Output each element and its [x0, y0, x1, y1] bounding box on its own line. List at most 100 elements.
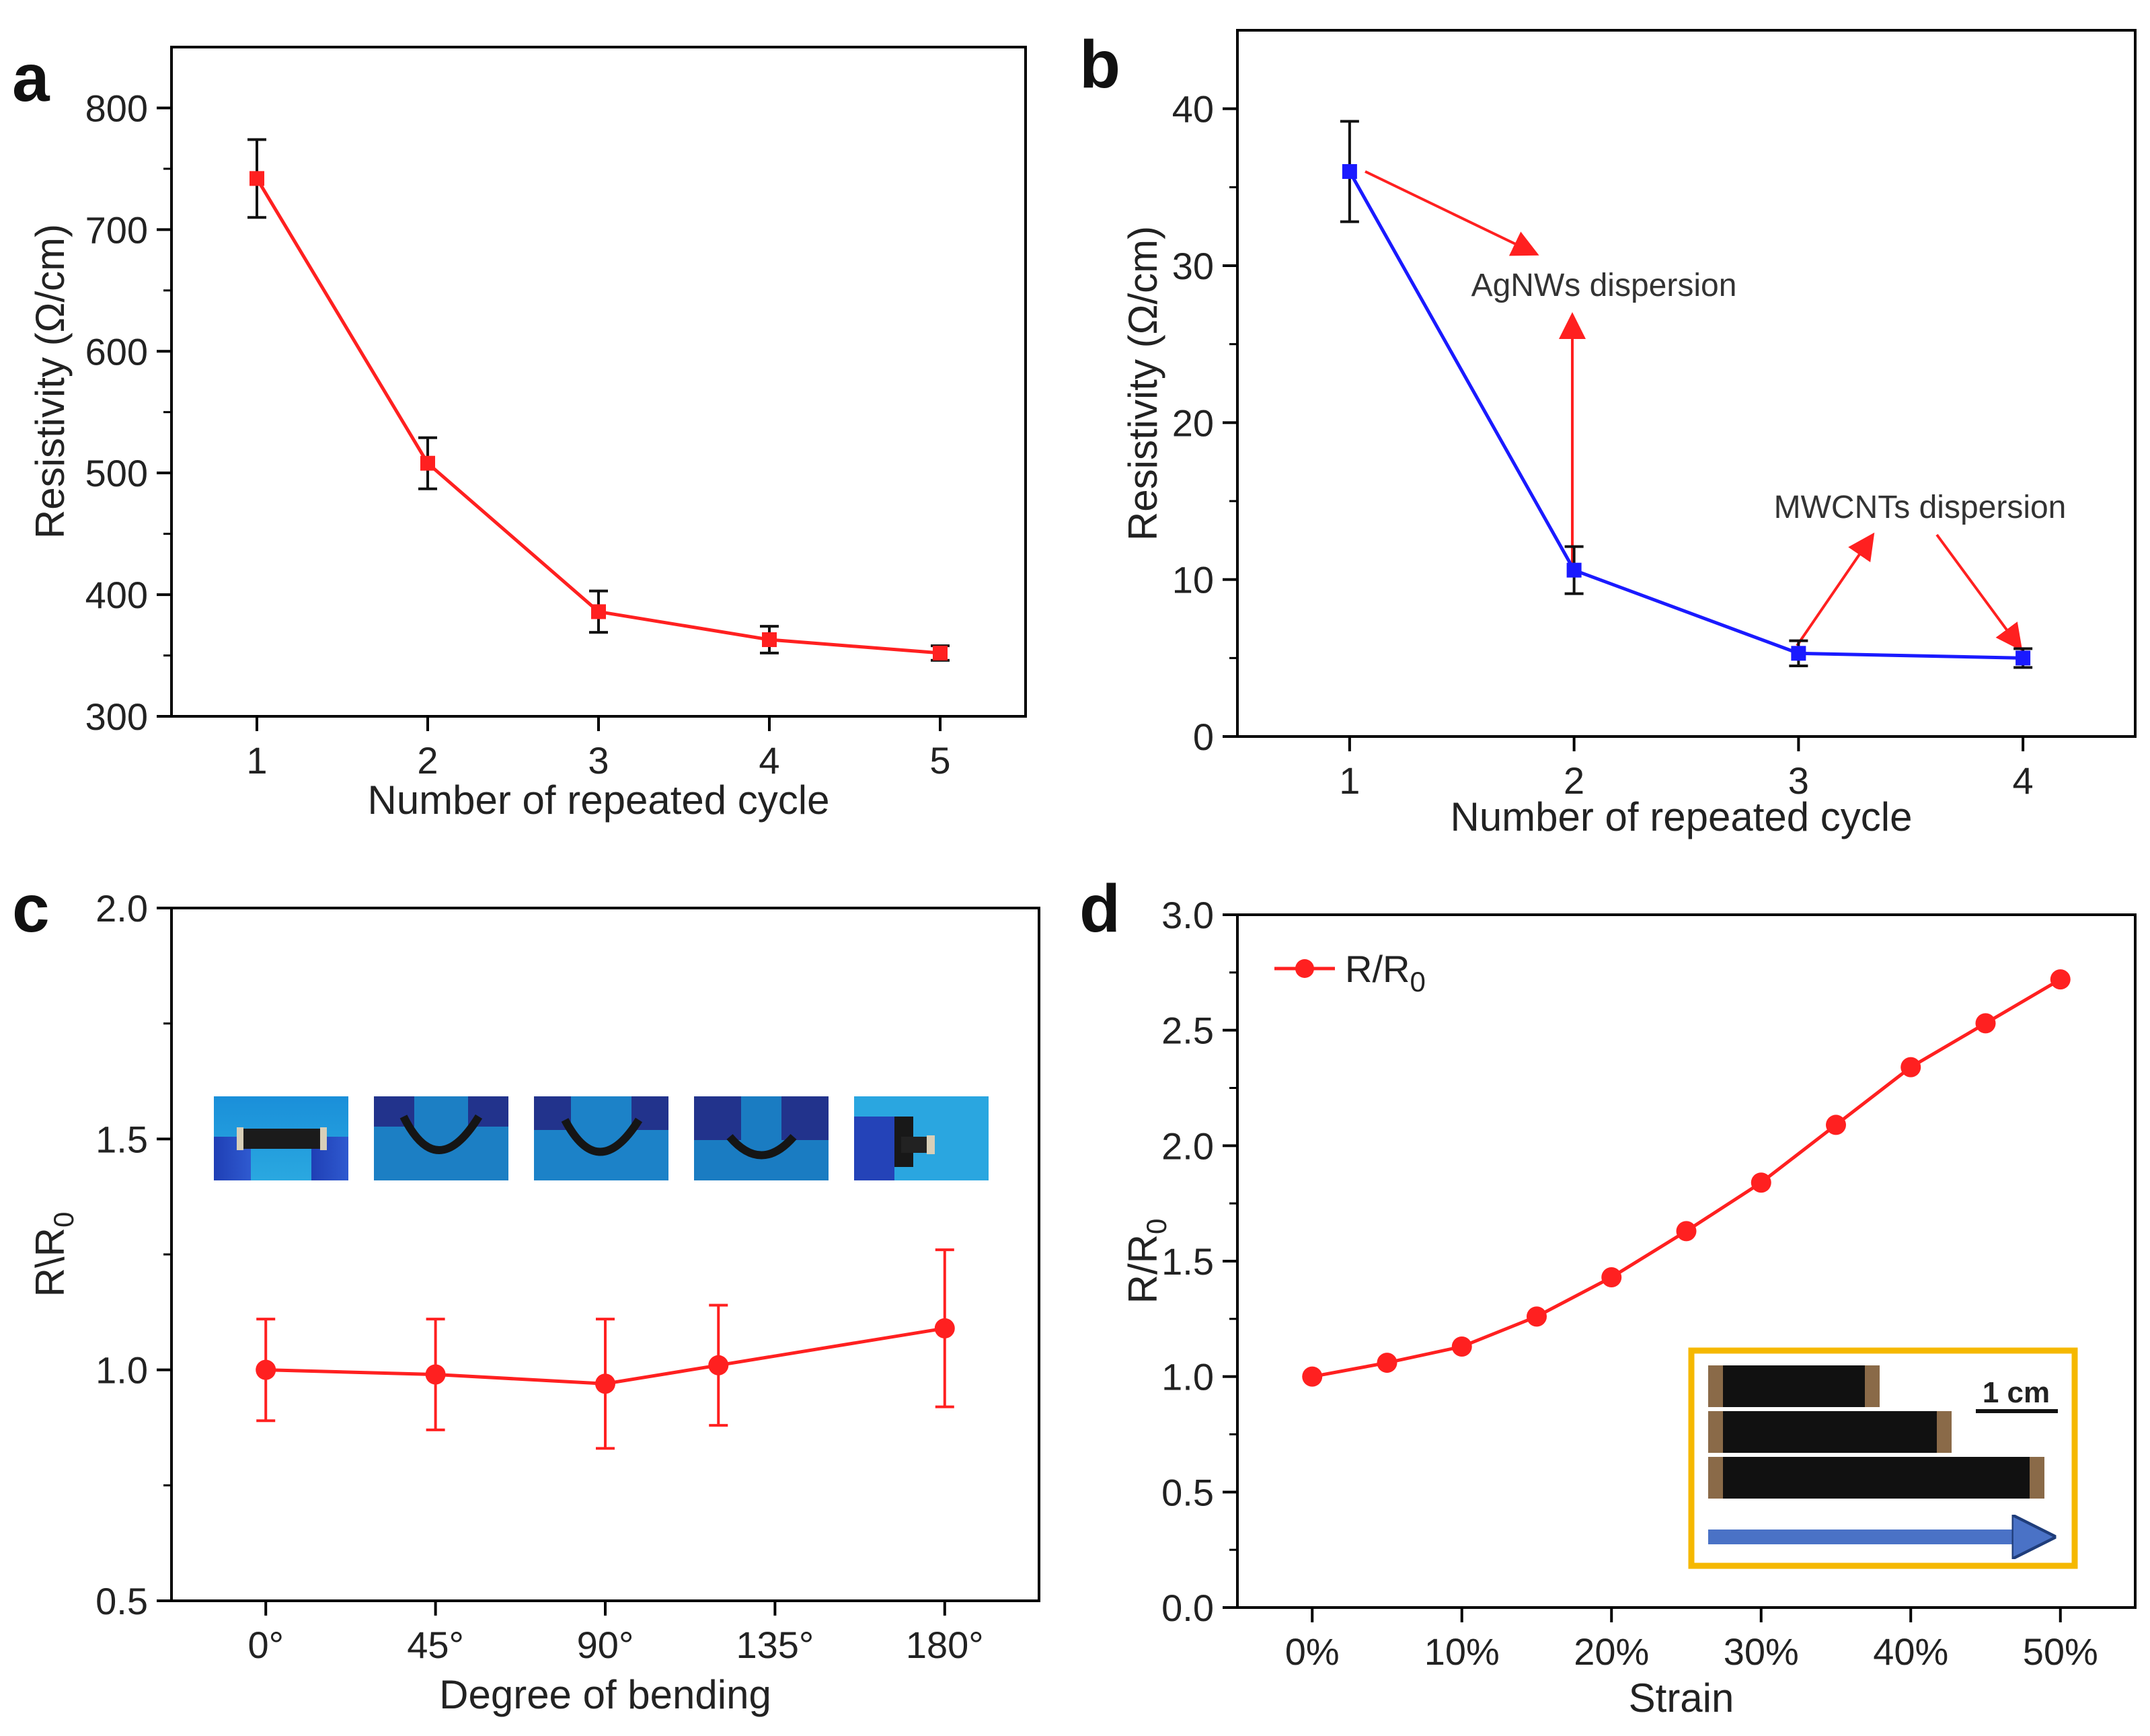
data-point [933, 645, 948, 661]
y-tick-label: 0.5 [95, 1580, 148, 1622]
y-tick-label: 1.5 [1161, 1240, 1214, 1283]
strip-1 [1708, 1365, 1880, 1407]
plot-frame-b [1236, 29, 2137, 738]
y-tick-label: 700 [85, 209, 148, 251]
panel-d: d 0% 10% 20% 30% 40% 50% 0.0 0.5 1.0 1.5 2.0 2.5 3.0… [1079, 871, 2137, 1721]
y-axis-label-d: R/R0 [1120, 1219, 1172, 1304]
data-point [1566, 562, 1582, 578]
legend-d: R/R0 [1274, 948, 1426, 997]
data-point [1791, 646, 1806, 661]
x-tick-label: 135° [736, 1624, 814, 1666]
strip-2 [1708, 1411, 1952, 1453]
y-tick-label: 300 [85, 695, 148, 738]
data-point [420, 455, 435, 471]
x-tick-label: 20% [1574, 1630, 1649, 1673]
legend-marker [1295, 959, 1314, 978]
chart-marks-b [1340, 120, 2033, 669]
data-point [1901, 1057, 1921, 1078]
y-tick-label: 30 [1172, 245, 1214, 287]
y-tick-label: 1.5 [95, 1118, 148, 1160]
strip-3 [1708, 1457, 2044, 1499]
y-tick-label: 10 [1172, 559, 1214, 601]
x-tick-label: 50% [2023, 1630, 2098, 1673]
mwcnts-arrow-1 [1796, 532, 1875, 647]
data-point [425, 1364, 446, 1385]
y-tick-label: 1.0 [95, 1349, 148, 1392]
panel-a: a 1 2 3 4 5 300 400 500 600 700 800 Number of repe… [12, 40, 1027, 823]
data-point [1451, 1336, 1472, 1357]
x-tick-label: 90° [577, 1624, 634, 1666]
y-tick-label: 40 [1172, 88, 1214, 130]
y-tick-label: 0 [1193, 716, 1214, 758]
x-tick-label: 4 [2013, 759, 2034, 802]
y-tick-label: 2.0 [95, 887, 148, 930]
x-tick-label: 3 [588, 739, 609, 782]
data-point [1377, 1353, 1397, 1373]
panel-letter-a: a [12, 40, 50, 116]
data-point [708, 1355, 729, 1375]
y-tick-label: 800 [85, 87, 148, 129]
data-point [1342, 164, 1357, 179]
panel-letter-c: c [12, 871, 50, 946]
x-tick-label: 0° [247, 1624, 284, 1666]
photo-180-deg [854, 1096, 989, 1180]
legend-label: R/R0 [1345, 948, 1426, 997]
y-tick-label: 400 [85, 574, 148, 616]
y-tick-label: 0.5 [1161, 1471, 1214, 1513]
x-axis-label-d: Strain [1629, 1675, 1734, 1721]
y-tick-label: 600 [85, 330, 148, 373]
data-point [1751, 1172, 1771, 1193]
y-tick-label: 2.5 [1161, 1010, 1214, 1052]
x-tick-label: 30% [1724, 1630, 1799, 1673]
y-axis-label-a: Resistivity (Ω/cm) [28, 224, 73, 539]
panel-letter-d: d [1079, 871, 1120, 946]
annotation-agnws: AgNWs dispersion [1471, 268, 1737, 303]
y-tick-label: 3.0 [1161, 894, 1214, 936]
y-tick-label: 1.0 [1161, 1356, 1214, 1398]
data-point [2015, 650, 2031, 666]
x-axis-label-b: Number of repeated cycle [1450, 794, 1912, 839]
axis-ticks-a: 1 2 3 4 5 300 400 500 600 700 800 [85, 87, 951, 782]
mwcnts-arrow-2 [1935, 533, 2023, 652]
x-axis-label-c: Degree of bending [439, 1672, 771, 1717]
series-line [1311, 977, 2062, 1379]
annotation-mwcnts: MWCNTs dispersion [1774, 490, 2067, 525]
x-tick-label: 0% [1285, 1630, 1340, 1673]
photo-90-deg [534, 1096, 668, 1180]
data-point [1975, 1013, 1996, 1034]
chart-marks-a [247, 138, 950, 662]
data-point [595, 1373, 615, 1394]
data-point [762, 632, 777, 648]
axis-ticks-c: 0° 45° 90° 135° 180° 0.5 1.0 1.5 2.0 [95, 887, 984, 1666]
data-point [256, 1359, 276, 1380]
x-tick-label: 1 [246, 739, 267, 782]
photo-45-deg [374, 1096, 508, 1180]
plot-frame-c [170, 907, 1040, 1602]
data-point [2050, 969, 2071, 990]
panel-letter-b: b [1079, 27, 1120, 102]
data-point [1302, 1366, 1323, 1387]
chart-marks-c [256, 1248, 955, 1450]
x-tick-label: 40% [1873, 1630, 1948, 1673]
y-tick-label: 2.0 [1161, 1125, 1214, 1167]
chart-marks-d [1302, 969, 2071, 1387]
x-tick-label: 4 [759, 739, 779, 782]
agnws-arrow-1 [1365, 170, 1539, 256]
data-point [1527, 1306, 1547, 1327]
data-point [249, 171, 264, 186]
axis-ticks-d: 0% 10% 20% 30% 40% 50% 0.0 0.5 1.0 1.5 2.0 2.5 3.0 [1161, 894, 2098, 1673]
photo-135-deg [694, 1096, 829, 1180]
x-tick-label: 180° [906, 1624, 984, 1666]
x-tick-label: 1 [1339, 759, 1360, 802]
x-tick-label: 45° [407, 1624, 464, 1666]
y-tick-label: 0.0 [1161, 1587, 1214, 1629]
y-tick-label: 500 [85, 452, 148, 494]
x-axis-label-a: Number of repeated cycle [367, 778, 829, 823]
series-line [255, 178, 941, 655]
y-axis-label-b: Resistivity (Ω/cm) [1120, 226, 1165, 541]
photo-0-deg [214, 1096, 348, 1180]
data-point [934, 1318, 955, 1338]
